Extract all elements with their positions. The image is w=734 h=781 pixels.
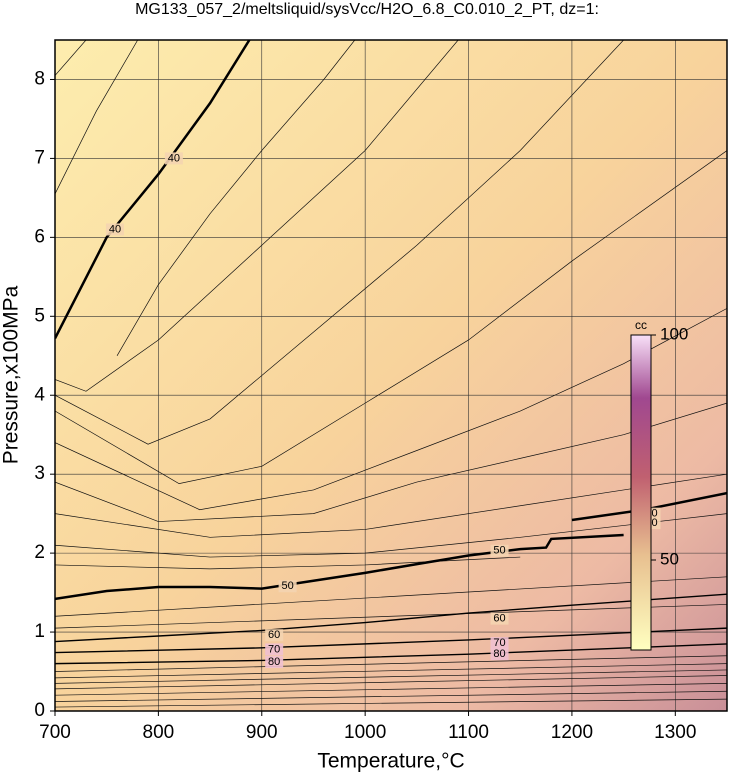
y-tick-label: 1 <box>34 621 45 642</box>
y-tick-label: 7 <box>34 147 45 168</box>
contour-label: 40 <box>109 223 121 235</box>
colorbar-title: cc <box>635 318 647 332</box>
y-tick-label: 8 <box>34 68 45 89</box>
x-tick-label: 900 <box>246 722 278 743</box>
y-tick-label: 3 <box>34 463 45 484</box>
contour-label: 50 <box>281 580 293 592</box>
y-tick-label: 0 <box>34 700 45 721</box>
contour-line <box>55 683 727 696</box>
labeled-contour-line <box>55 643 727 665</box>
contour-line <box>55 473 727 538</box>
labeled-contour-line <box>55 533 624 601</box>
chart-title: MG133_057_2/meltsliquid/sysVcc/H2O_6.8_C… <box>135 1 599 18</box>
x-axis-label: Temperature,°C <box>317 750 464 773</box>
labeled-contour-line <box>55 627 727 654</box>
contour-label-box <box>490 637 509 650</box>
labeled-contour-line <box>55 593 727 643</box>
contour-label-box <box>164 152 183 165</box>
contour-label: 70 <box>268 643 280 655</box>
contour-line <box>55 308 727 511</box>
plot-background <box>55 40 727 711</box>
y-tick-label: 6 <box>34 226 45 247</box>
contour-label: 80 <box>493 648 505 660</box>
contour-line <box>55 675 727 690</box>
contour-label-box <box>265 656 284 669</box>
contour-line <box>55 655 727 672</box>
contour-line <box>55 150 727 485</box>
x-tick-label: 800 <box>143 722 175 743</box>
contour-line <box>55 513 727 558</box>
x-tick-label: 1000 <box>344 722 386 743</box>
contour-line <box>55 690 727 702</box>
x-tick-label: 700 <box>39 722 71 743</box>
contour-line <box>55 40 87 76</box>
contour-label-box <box>490 544 509 557</box>
contour-line <box>55 669 727 684</box>
contour-label-box <box>265 629 284 642</box>
y-axis-label: Pressure,x100MPa <box>0 285 23 464</box>
contour-line <box>55 40 624 445</box>
contour-line <box>55 402 727 522</box>
contour-label: 40 <box>168 152 180 164</box>
contour-label-box <box>105 223 124 236</box>
contour-line <box>55 604 727 629</box>
contour-line <box>55 576 727 617</box>
contour-label-box <box>490 648 509 661</box>
y-tick-label: 2 <box>34 542 45 563</box>
colorbar-tick-label: 100 <box>660 324 688 343</box>
colorbar <box>630 334 652 651</box>
x-tick-label: 1300 <box>654 722 696 743</box>
contour-line <box>55 698 727 708</box>
plot-frame <box>54 39 728 712</box>
contour-label: 70 <box>493 637 505 649</box>
contour-line <box>55 40 459 392</box>
y-tick-label: 5 <box>34 305 45 326</box>
contour-line <box>55 40 139 195</box>
contour-line <box>55 663 727 679</box>
y-tick-label: 4 <box>34 384 45 405</box>
labeled-contour-line <box>55 40 251 339</box>
contour-label: 60 <box>493 613 505 625</box>
contour-line <box>116 40 356 356</box>
contour-label: 50 <box>493 545 505 557</box>
contour-label: 60 <box>268 629 280 641</box>
colorbar-ticks: 50 100 <box>651 324 688 568</box>
contour-label-box <box>278 580 297 593</box>
contour-label-box <box>490 612 509 625</box>
x-tick-label: 1100 <box>448 722 489 743</box>
x-tick-label: 1200 <box>551 722 593 743</box>
contour-label-box <box>265 643 284 656</box>
contour-label: 80 <box>268 656 280 668</box>
colorbar-tick-label: 50 <box>660 549 679 568</box>
